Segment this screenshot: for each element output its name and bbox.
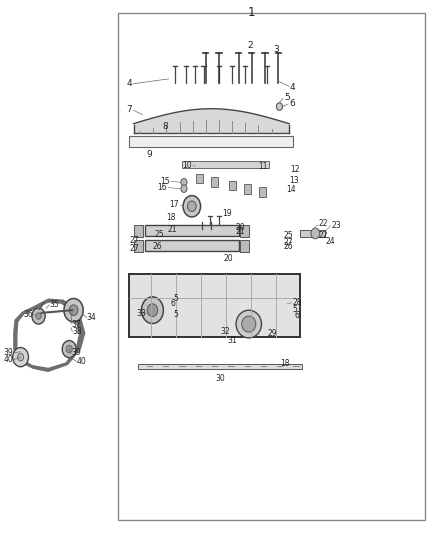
Text: 35: 35 (49, 301, 59, 309)
Text: 6: 6 (170, 300, 175, 308)
Bar (182, 161, 269, 168)
Bar (240, 240, 249, 252)
Text: 5: 5 (173, 310, 178, 319)
Text: 37: 37 (71, 320, 81, 328)
Circle shape (64, 298, 83, 322)
Text: 19: 19 (223, 209, 232, 217)
Text: 12: 12 (290, 165, 300, 174)
Circle shape (32, 308, 45, 324)
Text: 32: 32 (221, 327, 230, 336)
Text: 40: 40 (77, 357, 86, 366)
Bar (229, 181, 236, 190)
Text: 38: 38 (72, 327, 82, 336)
FancyBboxPatch shape (118, 13, 425, 520)
Bar (211, 177, 218, 187)
Bar (134, 240, 143, 252)
Text: 25: 25 (155, 230, 164, 239)
Text: 2: 2 (247, 41, 253, 50)
Text: 24: 24 (325, 237, 335, 246)
Text: 20: 20 (235, 223, 245, 231)
Circle shape (62, 341, 76, 358)
Text: 22: 22 (319, 220, 328, 228)
Text: 3: 3 (274, 45, 279, 54)
Bar (244, 184, 251, 194)
Text: 11: 11 (258, 162, 268, 171)
Text: 26: 26 (284, 243, 293, 251)
Bar (196, 174, 203, 183)
Text: 27: 27 (284, 238, 293, 247)
Bar (129, 136, 293, 147)
Circle shape (66, 345, 72, 353)
FancyBboxPatch shape (129, 274, 300, 337)
Circle shape (147, 304, 158, 317)
Text: 20: 20 (223, 254, 233, 263)
Text: 6: 6 (289, 100, 295, 108)
Circle shape (18, 353, 24, 361)
Text: 40: 40 (4, 356, 13, 364)
Text: 16: 16 (158, 183, 167, 192)
Text: 13: 13 (289, 176, 299, 184)
Circle shape (69, 305, 78, 316)
Circle shape (187, 201, 196, 212)
Text: 30: 30 (215, 374, 225, 383)
Text: 34: 34 (87, 313, 96, 322)
Text: 5: 5 (293, 305, 297, 313)
Text: 1: 1 (248, 6, 256, 19)
Text: 18: 18 (280, 359, 290, 368)
Circle shape (181, 179, 187, 186)
Text: 36: 36 (23, 310, 33, 319)
Text: 28: 28 (293, 298, 302, 307)
Text: 10: 10 (182, 161, 192, 169)
Text: 22: 22 (319, 231, 328, 240)
Polygon shape (18, 303, 79, 368)
Text: 27: 27 (130, 236, 139, 245)
Text: 21: 21 (168, 225, 177, 233)
Bar (145, 240, 239, 251)
Text: 39: 39 (71, 349, 81, 357)
Bar (259, 187, 266, 197)
Bar (300, 230, 325, 237)
Circle shape (13, 348, 28, 367)
Bar (138, 364, 302, 369)
Text: 31: 31 (228, 336, 237, 344)
Text: 23: 23 (332, 221, 341, 230)
Text: 6: 6 (294, 311, 299, 320)
Polygon shape (13, 298, 85, 372)
Text: 8: 8 (162, 123, 168, 131)
Text: 9: 9 (147, 150, 152, 159)
Circle shape (36, 313, 41, 319)
Bar (145, 225, 239, 236)
Text: 29: 29 (267, 329, 277, 337)
Circle shape (141, 297, 163, 324)
Text: 17: 17 (169, 200, 179, 209)
Text: 18: 18 (166, 213, 176, 222)
Bar (240, 225, 249, 237)
Text: 33: 33 (136, 309, 146, 318)
Text: 26: 26 (153, 243, 162, 251)
Text: 39: 39 (4, 349, 13, 357)
Ellipse shape (242, 316, 256, 332)
Text: 5: 5 (173, 294, 178, 303)
Circle shape (183, 196, 201, 217)
Text: 15: 15 (160, 177, 170, 185)
Circle shape (181, 185, 187, 192)
Ellipse shape (236, 310, 261, 338)
Text: 14: 14 (286, 185, 296, 193)
Text: 5: 5 (284, 93, 290, 102)
Circle shape (311, 228, 320, 239)
Text: 25: 25 (284, 231, 293, 239)
Text: 4: 4 (127, 79, 132, 88)
Text: 4: 4 (290, 83, 296, 92)
Text: 27: 27 (130, 244, 139, 253)
Circle shape (276, 103, 283, 110)
Bar (134, 225, 143, 237)
Text: 7: 7 (127, 105, 132, 114)
Text: 21: 21 (235, 228, 245, 236)
